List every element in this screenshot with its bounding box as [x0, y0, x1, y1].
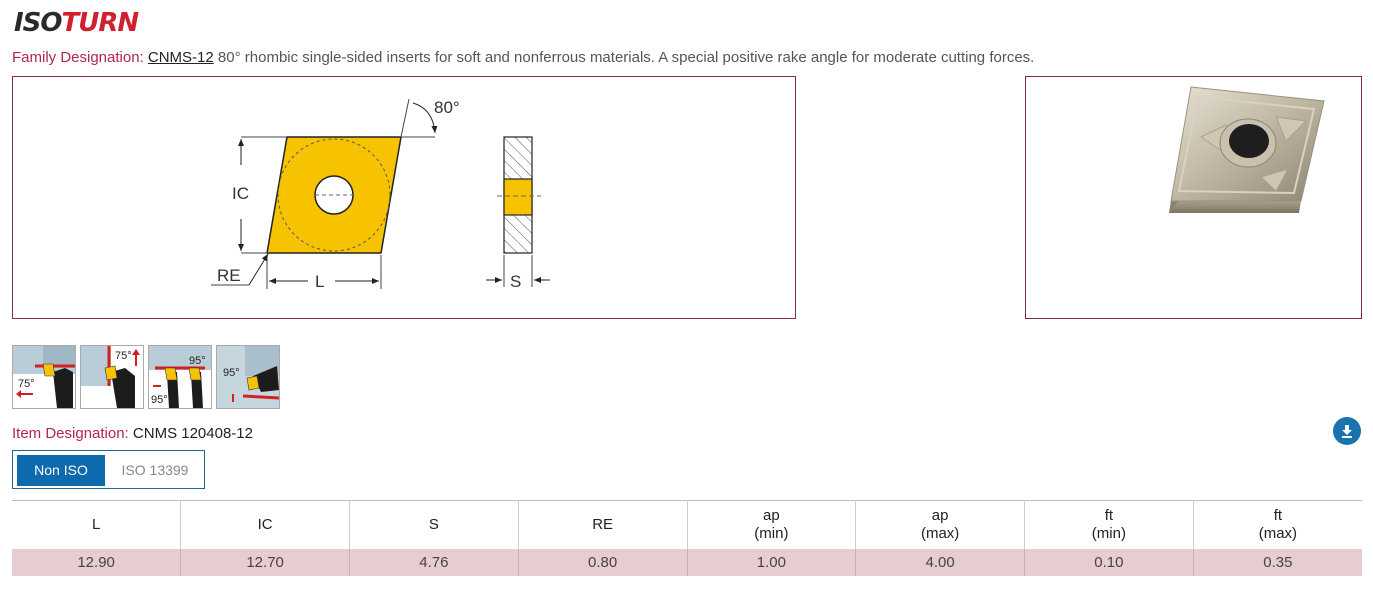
tab-iso-13399[interactable]: ISO 13399 [121, 462, 189, 478]
table-cell: 0.35 [1193, 549, 1362, 576]
re-label: RE [217, 266, 241, 285]
insert-photo-panel [1025, 76, 1362, 319]
family-designation: Family Designation: CNMS-12 80° rhombic … [12, 49, 1034, 66]
application-thumb-2[interactable]: 75° [80, 345, 144, 409]
table-row: 12.90 12.70 4.76 0.80 1.00 4.00 0.10 0.3… [12, 549, 1362, 576]
inscribed-circle [277, 138, 391, 252]
l-label: L [315, 272, 324, 291]
table-cell: 1.00 [687, 549, 857, 576]
technical-drawing-panel: IC L RE 80° S [12, 76, 796, 319]
application-thumb-3[interactable]: 95° 95° [148, 345, 212, 409]
family-code-link[interactable]: CNMS-12 [147, 49, 214, 66]
insert-hole [314, 175, 354, 215]
insert-photo [1169, 86, 1325, 213]
table-cell: 12.90 [12, 549, 182, 576]
application-thumb-1[interactable]: 75° [12, 345, 76, 409]
column-header-ap-min: ap (min) [687, 500, 857, 549]
brand-logo: ISOTURN [14, 8, 139, 38]
column-header-s: S [349, 500, 519, 549]
svg-text:75°: 75° [18, 378, 35, 390]
download-icon [1342, 425, 1352, 438]
insert-drawing: IC L RE 80° S [211, 98, 550, 291]
ic-label: IC [232, 184, 249, 203]
column-header-ic: IC [180, 500, 350, 549]
table-cell: 4.76 [349, 549, 519, 576]
application-thumbnails: 75° 75° 95° 95° [12, 345, 280, 409]
table-cell: 0.10 [1024, 549, 1194, 576]
s-label: S [510, 272, 521, 291]
item-label: Item Designation: [12, 425, 129, 442]
svg-text:95°: 95° [151, 394, 168, 406]
column-header-ft-max: ft (max) [1193, 500, 1362, 549]
table-cell: 4.00 [855, 549, 1025, 576]
table-cell: 0.80 [518, 549, 688, 576]
svg-text:95°: 95° [189, 355, 206, 367]
family-label: Family Designation: [12, 49, 144, 66]
svg-text:75°: 75° [115, 350, 132, 362]
table-cell: 12.70 [180, 549, 350, 576]
specs-table: L IC S RE ap (min) ap (max) ft (min) ft (max… [12, 500, 1362, 576]
standard-toggle: Non ISO ISO 13399 [12, 450, 205, 489]
family-description: 80° rhombic single-sided inserts for sof… [217, 49, 1035, 66]
application-thumb-4[interactable]: 95° [216, 345, 280, 409]
item-designation: Item Designation: CNMS 120408-12 [12, 425, 253, 442]
svg-text:95°: 95° [223, 367, 240, 379]
column-header-l: L [12, 500, 182, 549]
column-header-ft-min: ft (min) [1024, 500, 1194, 549]
table-header-row: L IC S RE ap (min) ap (max) ft (min) ft (max… [12, 500, 1362, 549]
item-code: CNMS 120408-12 [132, 425, 253, 442]
column-header-re: RE [518, 500, 688, 549]
tab-non-iso[interactable]: Non ISO [17, 455, 105, 486]
angle-label: 80° [434, 98, 460, 117]
column-header-ap-max: ap (max) [855, 500, 1025, 549]
download-button[interactable] [1333, 417, 1361, 445]
